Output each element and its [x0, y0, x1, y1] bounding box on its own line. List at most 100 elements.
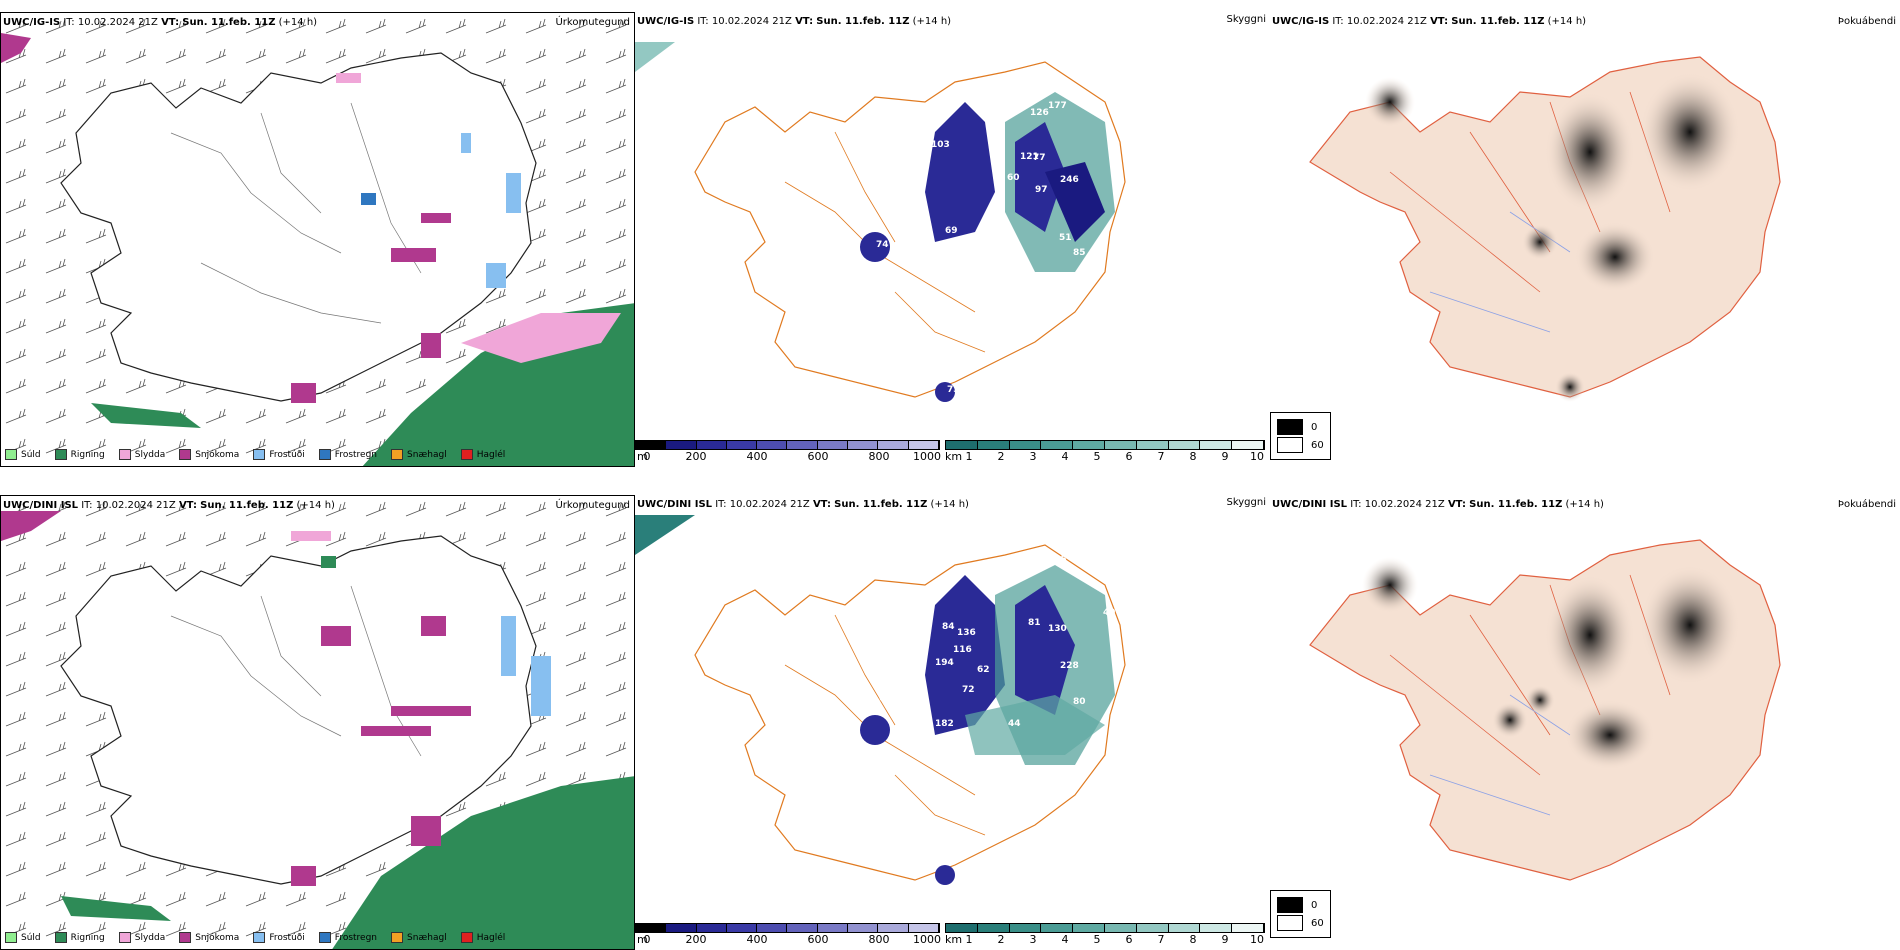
color-step [1041, 924, 1074, 932]
panel-header: UWC/IG-IS IT: 10.02.2024 21Z VT: Sun. 11… [3, 17, 317, 28]
precip-map [1, 496, 634, 949]
color-step [977, 441, 1010, 449]
precip-map [1, 13, 634, 466]
model-name: UWC/IG-IS [637, 16, 695, 27]
ceiling-value-label: 194 [935, 658, 954, 668]
color-step [848, 441, 879, 449]
cloud-legend-item: 0 [1277, 419, 1324, 435]
color-step [1009, 924, 1042, 932]
ceiling-value-label: 138 [929, 260, 948, 270]
panel-title: Skyggni [1226, 14, 1266, 25]
color-step [878, 441, 909, 449]
ceiling-value-label: 173 [1075, 540, 1094, 550]
color-step [1232, 441, 1264, 449]
legend-swatch [118, 449, 131, 460]
tick-label: 7 [1157, 450, 1165, 463]
tick-label: 400 [746, 450, 768, 463]
panel-title: Úrkomutegund [555, 17, 630, 28]
tick-label: 5 [1093, 450, 1101, 463]
vt-value: Sun. 11.feb. 11Z [1451, 16, 1545, 27]
legend-label: Rigning [70, 932, 105, 943]
it-value: 10.02.2024 21Z [1346, 16, 1427, 27]
color-step [666, 924, 697, 932]
panel-title: Þokuábendi [1837, 16, 1896, 27]
vt-value: Sun. 11.feb. 11Z [1469, 499, 1563, 510]
color-step [787, 924, 818, 932]
unit-label: m [637, 933, 648, 946]
legend-label: Haglél [476, 449, 506, 460]
tick-label: 400 [746, 933, 768, 946]
legend-item: Slydda [118, 449, 165, 460]
legend-label: Frostregn [334, 932, 378, 943]
panel-header: UWC/IG-IS IT: 10.02.2024 21Z VT: Sun. 11… [1272, 16, 1586, 27]
color-step [977, 924, 1010, 932]
tick-label: 0 [643, 450, 651, 463]
color-step [1200, 924, 1233, 932]
ceiling-ticks: m 0 200 400 600 800 1000 [635, 450, 941, 464]
legend-item: Snæhagl [391, 449, 447, 460]
unit-label: km [945, 450, 963, 463]
legend-swatch [179, 449, 192, 460]
legend-label: Frostúði [269, 932, 305, 943]
vt-value: Sun. 11.feb. 11Z [200, 500, 294, 511]
color-step [817, 441, 849, 449]
color-step [878, 924, 909, 932]
color-step [946, 441, 978, 449]
legend-item: Frostúði [253, 449, 305, 460]
legend-swatch [118, 932, 131, 943]
panel-header: UWC/DINI ISL IT: 10.02.2024 21Z VT: Sun.… [3, 500, 335, 511]
tick-label: 800 [868, 450, 890, 463]
model-name: UWC/DINI ISL [637, 499, 713, 510]
legend-item: Snjókoma [179, 932, 239, 943]
ceiling-value-label: 130 [1048, 624, 1067, 634]
legend-swatch [460, 932, 473, 943]
vt-label: VT: [161, 17, 180, 28]
legend-swatch [253, 932, 266, 943]
legend-swatch [253, 449, 266, 460]
it-value: 10.02.2024 21Z [1364, 499, 1445, 510]
legend-swatch [1277, 915, 1303, 931]
color-step [848, 924, 879, 932]
color-step [696, 441, 727, 449]
ceiling-bar [635, 923, 940, 933]
legend-label: Snjókoma [195, 449, 240, 460]
tick-label: 8 [1189, 933, 1197, 946]
iceland-outline [60, 535, 537, 885]
legend-swatch [5, 932, 17, 943]
visibility-ticks: km 1 2 3 4 5 6 7 8 9 10 [945, 933, 1265, 947]
color-step [1104, 441, 1137, 449]
ceiling-value-label: 97 [1035, 185, 1048, 195]
it-label: IT: [715, 499, 727, 510]
legend-swatch [318, 932, 331, 943]
ceiling-value-label: 78 [897, 80, 910, 90]
vt-label: VT: [178, 500, 197, 511]
legend-label: 0 [1311, 421, 1318, 433]
legend-swatch [1277, 419, 1303, 435]
ceiling-bar [635, 440, 940, 450]
legend-swatch [460, 449, 473, 460]
lead-time: (+14 h) [930, 499, 969, 510]
color-step [908, 441, 939, 449]
lead-time: (+14 h) [278, 17, 318, 28]
it-label: IT: [63, 17, 75, 28]
legend-item: Slydda [118, 932, 165, 943]
tick-label: 200 [685, 933, 707, 946]
legend-item: Súld [5, 449, 41, 460]
it-value: 10.02.2024 21Z [77, 17, 158, 28]
color-step [636, 924, 667, 932]
ceiling-value-label: 84 [942, 622, 955, 632]
tick-label: 4 [1061, 933, 1069, 946]
fog-map [1309, 539, 1781, 881]
color-step [1136, 441, 1169, 449]
ceiling-value-label: 88 [890, 588, 903, 598]
vt-label: VT: [795, 16, 814, 27]
vt-value: Sun. 11.feb. 11Z [834, 499, 928, 510]
fog-map [1309, 56, 1781, 402]
legend-label: 0 [1311, 899, 1318, 911]
tick-label: 3 [1029, 450, 1037, 463]
color-step [1041, 441, 1074, 449]
it-label: IT: [1332, 16, 1344, 27]
legend-label: Snjókoma [195, 932, 240, 943]
